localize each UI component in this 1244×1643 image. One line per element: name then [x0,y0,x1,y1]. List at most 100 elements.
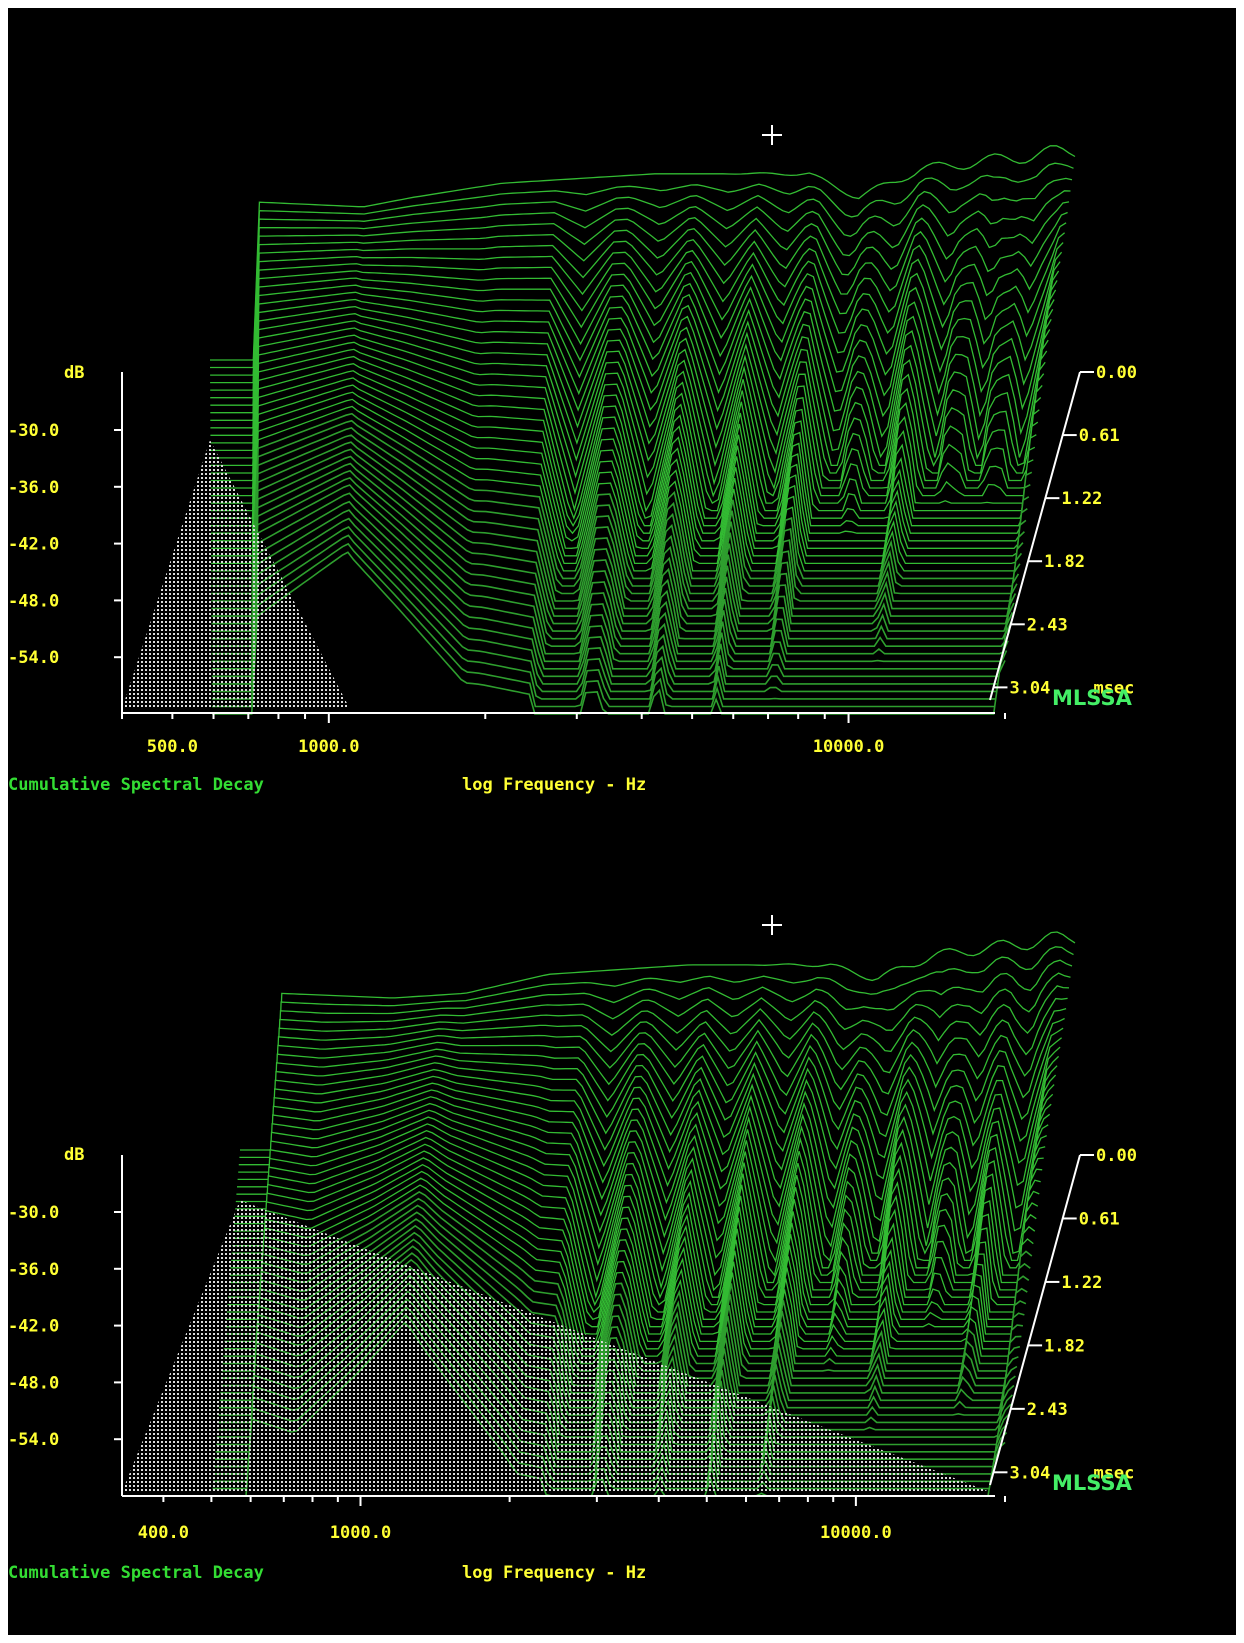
time-tick-label: 0.00 [1096,1146,1137,1166]
time-tick-label: 3.04 [1009,678,1050,698]
frequency-tick-label: 400.0 [138,1523,189,1543]
csd-slice-6 [236,1007,1067,1195]
floor-dot-pattern [122,440,350,709]
time-axis [989,1154,1081,1486]
csd-slice-24 [211,377,1040,542]
csd-slice-30 [211,419,1031,587]
frequency-axis-title: log Frequency - Hz [462,1563,646,1583]
time-axis-unit: msec [1093,1463,1134,1483]
csd-slice-14 [210,299,1055,467]
csd-slice-25 [211,384,1039,549]
csd-slice-3 [238,972,1071,1173]
frequency-tick-label: 1000.0 [298,737,359,757]
csd-slice-18 [210,334,1049,498]
csd-slice-37 [211,469,1021,640]
csd-slice-9 [234,1037,1063,1217]
csd-slice-26 [211,391,1037,557]
csd-slice-12 [210,280,1058,452]
csd-slice-29 [222,1190,1033,1365]
time-axis [989,371,1081,701]
csd-slice-42 [211,509,1014,678]
csd-slice-43 [211,517,1012,685]
time-tick-label: 1.82 [1044,1336,1085,1356]
db-tick-label: -54.0 [8,648,59,668]
csd-slice-1 [239,946,1074,1159]
chart-title: Cumulative Spectral Decay [8,1563,264,1583]
time-tick-label: 1.22 [1061,1273,1102,1293]
csd-slice-11 [210,270,1060,444]
db-tick-label: -36.0 [8,1260,59,1280]
csd-slice-33 [211,441,1027,610]
csd-slice-26 [224,1170,1037,1343]
csd-slice-25 [225,1163,1039,1335]
csd-slice-27 [211,398,1036,565]
csd-slice-10 [234,1046,1061,1225]
csd-slice-8 [235,1027,1064,1210]
csd-slice-5 [210,211,1068,399]
csd-slice-22 [226,1143,1043,1314]
csd-slice-13 [232,1074,1057,1247]
time-tick-label: 1.22 [1061,489,1102,509]
csd-slice-30 [222,1197,1031,1372]
time-axis-unit: msec [1093,678,1134,698]
csd-slice-40 [211,492,1017,663]
csd-slice-29 [211,412,1033,580]
csd-plot-1: dB -30.0 -36.0 -42.0 -48.0 -54.0 500.0 1000.0 10… [8,125,1137,795]
csd-slice-36 [211,462,1023,632]
csd-slice-38 [211,476,1020,647]
csd-slice-15 [210,308,1054,474]
db-tick-label: -42.0 [8,535,59,555]
time-tick-label: 3.04 [1009,1463,1050,1483]
csd-slice-46 [212,542,1008,708]
brand-logo: MLSSA [1052,686,1133,710]
csd-slice-19 [210,341,1048,505]
csd-slice-23 [211,370,1042,535]
csd-slice-22 [210,363,1043,528]
brand-logo: MLSSA [1052,1471,1133,1495]
csd-slice-10 [210,261,1061,436]
csd-plot-2: dB -30.0 -36.0 -42.0 -48.0 -54.0 400.0 1000.0 10… [8,915,1137,1583]
time-tick-label: 0.61 [1079,1209,1120,1229]
csd-slice-2 [210,177,1073,376]
time-tick-label: 0.61 [1079,426,1120,446]
csd-slice-31 [211,427,1030,595]
db-tick-label: -48.0 [8,591,59,611]
frequency-tick-label: 500.0 [147,737,198,757]
db-tick-label: -30.0 [8,1203,59,1223]
time-tick-label: 0.00 [1096,363,1137,383]
frequency-tick-label: 10000.0 [820,1523,892,1543]
csd-slice-24 [225,1157,1040,1328]
floor-dot-pattern [122,1200,990,1492]
csd-slice-17 [210,327,1051,491]
csd-slice-11 [233,1055,1060,1232]
frequency-tick-label: 1000.0 [330,1523,391,1543]
csd-slice-41 [211,500,1015,670]
csd-slice-7 [235,1017,1065,1203]
frequency-tick-label: 10000.0 [813,737,885,757]
csd-slice-18 [229,1116,1049,1284]
db-tick-label: -54.0 [8,1430,59,1450]
csd-slice-0 [210,145,1076,361]
csd-slice-1 [210,162,1074,369]
csd-slice-8 [210,242,1064,421]
db-tick-label: -48.0 [8,1373,59,1393]
csd-slice-6 [210,222,1067,406]
csd-slice-34 [211,448,1025,617]
db-axis-unit: dB [64,363,84,383]
csd-slice-mask [212,552,1005,714]
csd-slice-16 [230,1102,1052,1269]
csd-slice-19 [228,1123,1047,1292]
csd-slice-0 [240,931,1076,1151]
csd-slice-13 [210,289,1057,461]
csd-slice-23 [226,1150,1041,1321]
csd-slice-3 [210,190,1071,384]
csd-slice-21 [210,355,1045,521]
time-tick-label: 2.43 [1027,615,1068,635]
db-tick-label: -36.0 [8,478,59,498]
csd-slice-28 [223,1184,1034,1357]
db-tick-label: -30.0 [8,421,59,441]
csd-slice-4 [210,201,1070,391]
csd-slice-9 [210,251,1063,429]
